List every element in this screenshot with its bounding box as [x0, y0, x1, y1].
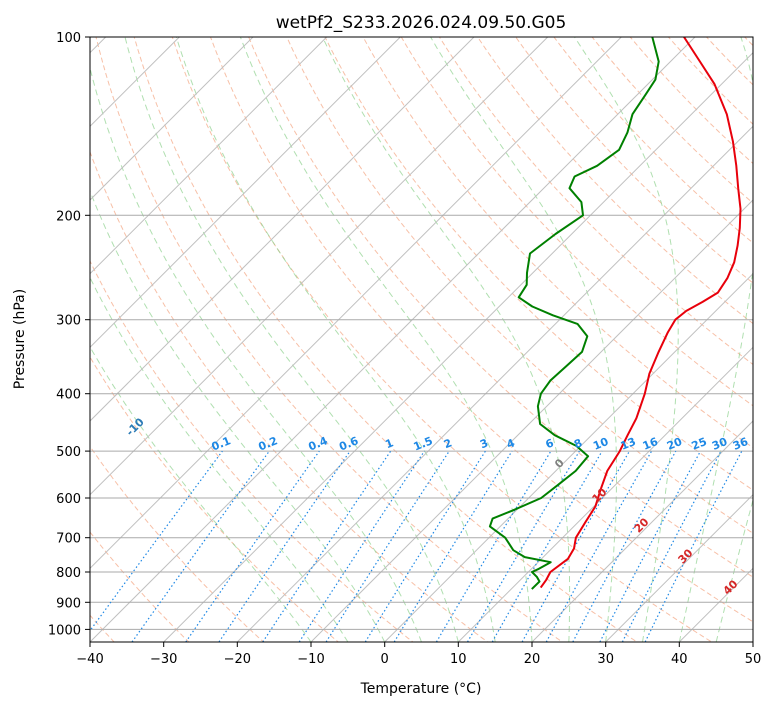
mixing-ratio-line	[393, 450, 513, 642]
moist-adiabat-line	[175, 37, 496, 642]
isotherm-line	[236, 125, 753, 642]
dry-adiabat-line	[248, 37, 753, 578]
mixing-ratio-label: 8	[572, 436, 584, 451]
isotherm-line	[90, 37, 622, 570]
y-tick-label: 300	[56, 314, 81, 329]
dry-adiabat-line	[90, 356, 340, 642]
isotherm-line	[457, 346, 753, 642]
moist-adiabat-line	[678, 37, 753, 642]
y-axis-label: Pressure (hPa)	[12, 289, 28, 389]
dewpoint-line	[488, 37, 660, 590]
series-layer	[488, 37, 742, 590]
x-tick-label: −20	[224, 652, 251, 667]
mixing-ratio-line	[262, 450, 392, 642]
dry-adiabat-line	[286, 37, 753, 534]
mixing-ratio-line	[185, 450, 320, 642]
mixing-ratio-line	[298, 450, 425, 642]
x-axis-label: Temperature (°C)	[360, 681, 482, 697]
isotherm-line	[90, 37, 254, 201]
x-tick-label: 40	[671, 652, 688, 667]
dry-adiabat-line	[95, 37, 564, 642]
isotherm-line	[163, 51, 753, 642]
y-tick-label: 100	[56, 31, 81, 46]
isotherm-line	[90, 37, 549, 496]
isotherm-line	[90, 37, 328, 275]
mixing-ratio-label: 3	[478, 436, 490, 451]
isotherm-line	[531, 420, 753, 642]
moist-adiabat-line	[90, 189, 386, 642]
dry-adiabat-line	[400, 37, 753, 407]
x-tick-label: 10	[450, 652, 467, 667]
mixing-ratio-label: 1	[383, 436, 395, 451]
plot-frame	[89, 36, 754, 643]
x-tick-label: 0	[381, 652, 389, 667]
moist-adiabat-line	[430, 37, 617, 642]
dry-adiabat-line	[90, 445, 265, 642]
x-tick-label: 30	[597, 652, 614, 667]
moist-adiabat-line	[715, 498, 753, 642]
mixing-ratio-line	[521, 450, 631, 642]
temperature-line	[539, 37, 742, 589]
y-tick-label: 1000	[48, 623, 81, 638]
mixing-ratio-label: 30	[710, 435, 729, 453]
dry-adiabat-line	[90, 531, 190, 642]
x-tick-label: −30	[150, 652, 177, 667]
y-tick-label: 800	[56, 566, 81, 581]
mixing-ratio-label: 10	[591, 435, 610, 453]
y-tick-label: 700	[56, 532, 81, 547]
axis-layer: −40 −30 −20 −10 0 10 20 30 40 50 100 200 300 400 500 60…	[48, 31, 761, 667]
isotherm-line	[384, 272, 753, 642]
mixing-ratio-line	[90, 450, 223, 632]
x-tick-label: 50	[745, 652, 762, 667]
dry-adiabat-line	[362, 37, 753, 449]
dry-adiabat-line	[133, 37, 638, 642]
mixing-ratio-line	[218, 450, 351, 642]
mixing-ratio-label: 25	[690, 435, 709, 453]
moist-adiabat-line	[124, 37, 459, 642]
moist-adiabat-line	[90, 65, 422, 642]
moist-adiabat-line	[574, 37, 679, 642]
moist-adiabat-line	[239, 37, 533, 642]
chart-title: wetPf2_S233.2026.024.09.50.G05	[276, 13, 567, 33]
mixing-ratio-label: 20	[665, 435, 684, 453]
y-tick-label: 400	[56, 388, 81, 403]
isotherm-line	[605, 493, 753, 642]
mixing-ratio-line	[644, 450, 743, 642]
x-tick-label: −40	[76, 652, 103, 667]
y-tick-label: 200	[56, 209, 81, 224]
mixing-ratio-line	[131, 450, 270, 642]
x-tick-label: −10	[297, 652, 324, 667]
grid-layer	[90, 37, 753, 642]
mixing-ratio-label: 2	[442, 436, 454, 451]
dry-adiabat-line	[324, 37, 753, 491]
isotherm-line	[90, 37, 696, 642]
isotherm-line	[90, 37, 401, 349]
moist-adiabat-line	[322, 37, 571, 642]
isotherm-line	[310, 199, 753, 642]
isotherm-line	[90, 37, 475, 422]
y-tick-label: 900	[56, 596, 81, 611]
dry-adiabat-line	[90, 259, 414, 642]
moist-adiabat-line	[90, 276, 349, 642]
dry-adiabat-line	[171, 37, 713, 642]
dry-adiabat-line	[209, 37, 753, 623]
y-tick-label: 500	[56, 445, 81, 460]
mixing-ratio-line	[572, 450, 677, 642]
mixing-ratio-label: 13	[619, 435, 638, 453]
mixing-ratio-line	[545, 450, 653, 642]
x-tick-label: 20	[524, 652, 541, 667]
y-tick-label: 600	[56, 492, 81, 507]
mixing-ratio-label: 36	[731, 435, 750, 453]
mixing-ratio-label: 16	[641, 435, 660, 453]
mixing-ratio-line	[325, 450, 450, 642]
